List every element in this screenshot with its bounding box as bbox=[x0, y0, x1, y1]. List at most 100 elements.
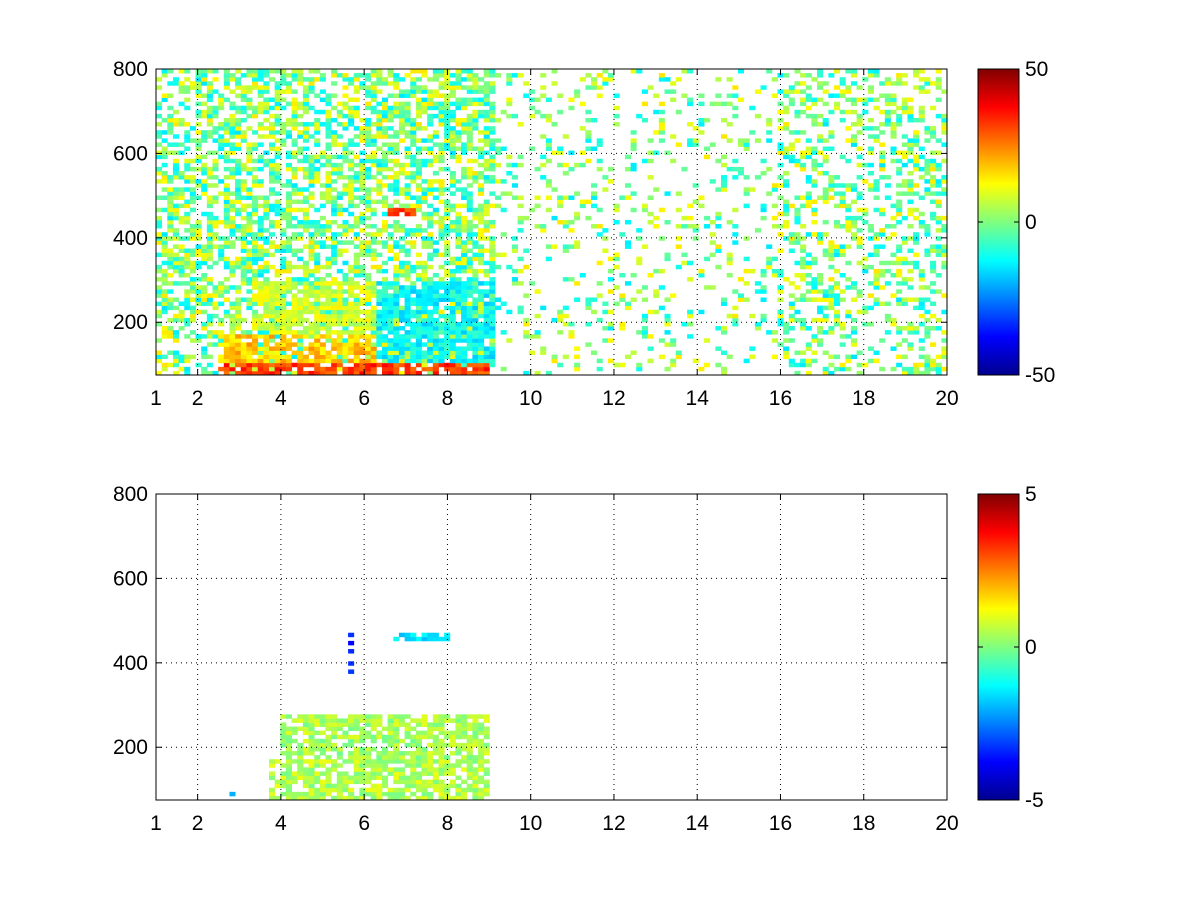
heatmap-top-cell bbox=[794, 370, 801, 376]
heatmap-top-cell bbox=[291, 277, 298, 282]
heatmap-top-cell bbox=[398, 289, 405, 294]
heatmap-top-cell bbox=[398, 207, 405, 213]
heatmap-top-cell bbox=[167, 215, 174, 221]
heatmap-top-cell bbox=[478, 89, 485, 94]
heatmap-top-cell bbox=[235, 358, 242, 364]
heatmap-bottom-cell bbox=[370, 726, 377, 732]
heatmap-top-cell bbox=[206, 215, 213, 221]
heatmap-top-cell bbox=[308, 224, 315, 229]
heatmap-top-cell bbox=[314, 179, 321, 184]
heatmap-top-cell bbox=[715, 187, 722, 192]
heatmap-top-cell bbox=[263, 285, 270, 290]
heatmap-top-cell bbox=[788, 203, 795, 209]
heatmap-top-cell bbox=[189, 187, 196, 192]
heatmap-top-cell bbox=[223, 138, 230, 143]
heatmap-top-cell bbox=[280, 248, 287, 253]
heatmap-top-cell bbox=[370, 309, 377, 315]
heatmap-top-cell bbox=[421, 109, 428, 115]
heatmap-bottom-cell bbox=[302, 730, 309, 736]
heatmap-top-cell bbox=[415, 138, 422, 143]
heatmap-top-cell bbox=[274, 273, 281, 278]
heatmap-top-cell bbox=[523, 321, 530, 327]
heatmap-top-cell bbox=[489, 277, 496, 282]
heatmap-bottom-cell bbox=[387, 767, 394, 772]
heatmap-top-cell bbox=[172, 158, 179, 164]
heatmap-top-cell bbox=[195, 85, 202, 90]
heatmap-top-cell bbox=[438, 285, 445, 290]
heatmap-top-cell bbox=[901, 191, 908, 196]
heatmap-top-cell bbox=[913, 142, 920, 147]
heatmap-top-cell bbox=[314, 264, 321, 270]
heatmap-top-cell bbox=[817, 150, 824, 156]
heatmap-top-cell bbox=[817, 281, 824, 286]
heatmap-top-cell bbox=[218, 358, 225, 364]
heatmap-bottom-cell bbox=[438, 791, 445, 797]
heatmap-top-cell bbox=[172, 305, 179, 311]
heatmap-top-cell bbox=[308, 89, 315, 94]
heatmap-top-cell bbox=[353, 203, 360, 209]
heatmap-top-cell bbox=[506, 77, 513, 82]
heatmap-top-cell bbox=[370, 85, 377, 90]
heatmap-top-cell bbox=[461, 264, 468, 270]
heatmap-top-cell bbox=[410, 285, 417, 290]
heatmap-top-cell bbox=[167, 334, 174, 339]
heatmap-top-cell bbox=[613, 93, 620, 98]
heatmap-top-cell bbox=[269, 77, 276, 82]
heatmap-bottom-cell bbox=[415, 734, 422, 740]
heatmap-bottom-cell bbox=[297, 791, 304, 797]
heatmap-top-cell bbox=[472, 317, 479, 323]
heatmap-bottom-cell bbox=[449, 751, 456, 756]
heatmap-top-cell bbox=[466, 228, 473, 233]
heatmap-top-cell bbox=[867, 150, 874, 156]
heatmap-top-cell bbox=[788, 154, 795, 160]
heatmap-top-cell bbox=[336, 281, 343, 286]
heatmap-bottom-cell bbox=[325, 771, 332, 776]
heatmap-top-cell bbox=[353, 224, 360, 229]
heatmap-bottom-cell bbox=[336, 734, 343, 740]
heatmap-top-cell bbox=[557, 146, 564, 151]
heatmap-top-cell bbox=[726, 313, 733, 319]
heatmap-top-cell bbox=[856, 195, 863, 200]
heatmap-top-cell bbox=[777, 317, 784, 323]
heatmap-top-cell bbox=[884, 122, 891, 127]
heatmap-top-cell bbox=[365, 362, 372, 368]
heatmap-top-cell bbox=[444, 105, 451, 111]
heatmap-top-cell bbox=[336, 297, 343, 302]
heatmap-top-cell bbox=[523, 93, 530, 98]
heatmap-top-cell bbox=[172, 313, 179, 319]
heatmap-top-cell bbox=[302, 264, 309, 270]
heatmap-top-cell bbox=[817, 273, 824, 278]
heatmap-top-cell bbox=[749, 268, 756, 274]
heatmap-top-cell bbox=[348, 162, 355, 168]
heatmap-top-cell bbox=[223, 256, 230, 262]
heatmap-top-cell bbox=[314, 350, 321, 355]
heatmap-top-cell bbox=[896, 330, 903, 335]
heatmap-top-cell bbox=[811, 260, 818, 266]
heatmap-top-cell bbox=[331, 293, 338, 298]
heatmap-top-cell bbox=[189, 224, 196, 229]
heatmap-top-cell bbox=[302, 158, 309, 164]
heatmap-bottom-cell bbox=[314, 730, 321, 736]
heatmap-top-cell bbox=[664, 313, 671, 319]
heatmap-top-cell bbox=[596, 232, 603, 237]
heatmap-top-cell bbox=[687, 334, 694, 339]
heatmap-top-cell bbox=[461, 354, 468, 360]
heatmap-top-cell bbox=[161, 289, 168, 294]
heatmap-bottom-cell bbox=[410, 734, 417, 740]
heatmap-top-cell bbox=[534, 97, 541, 103]
heatmap-bottom-cell bbox=[376, 751, 383, 756]
heatmap-top-cell bbox=[404, 89, 411, 94]
heatmap-top-cell bbox=[579, 273, 586, 278]
heatmap-top-cell bbox=[602, 69, 609, 74]
heatmap-top-cell bbox=[393, 350, 400, 355]
heatmap-top-cell bbox=[483, 236, 490, 241]
heatmap-bottom-cell bbox=[393, 722, 400, 727]
heatmap-top-cell bbox=[257, 281, 264, 286]
heatmap-top-cell bbox=[359, 317, 366, 323]
heatmap-bottom-cell bbox=[393, 730, 400, 736]
heatmap-top-cell bbox=[850, 326, 857, 331]
heatmap-top-cell bbox=[783, 330, 790, 335]
heatmap-top-cell bbox=[421, 326, 428, 331]
heatmap-top-cell bbox=[800, 203, 807, 209]
heatmap-top-cell bbox=[291, 309, 298, 315]
